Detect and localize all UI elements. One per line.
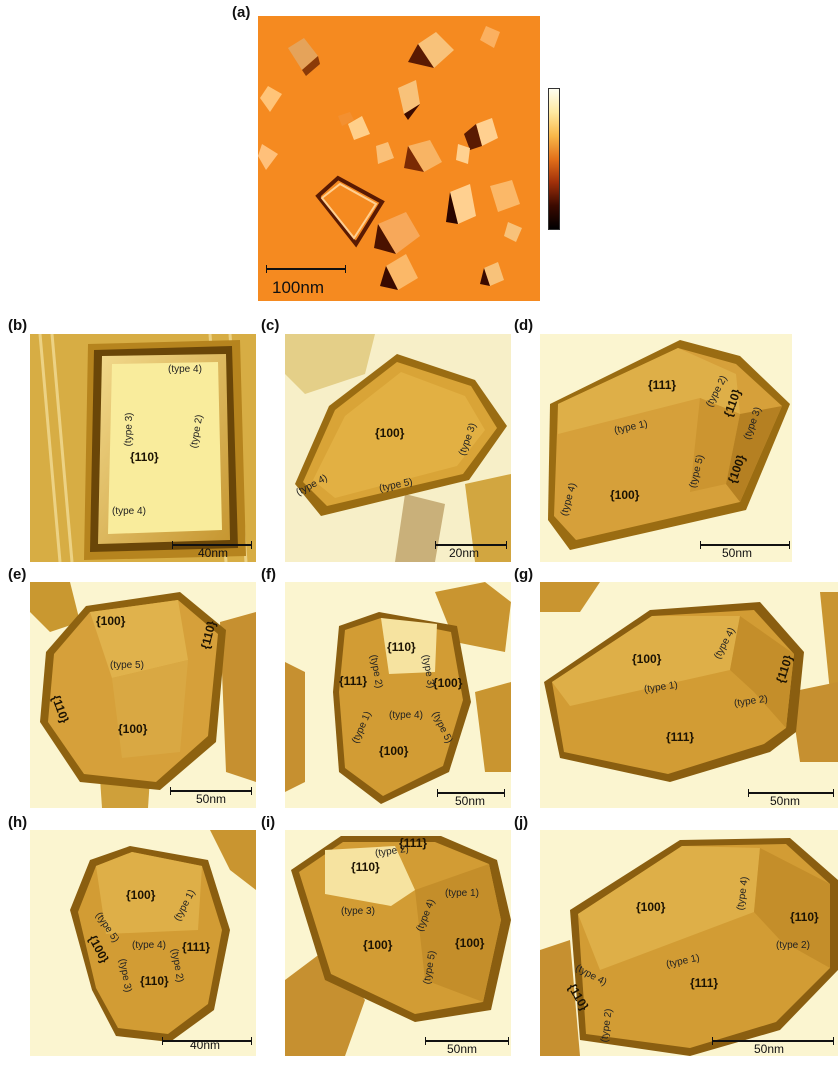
panel-h-letter: (h) bbox=[8, 814, 28, 831]
panel-i-label-type3: (type 3) bbox=[341, 906, 375, 917]
panel-e-facet-100-top: {100} bbox=[96, 614, 126, 628]
panel-h-scalebar bbox=[162, 1037, 252, 1045]
panel-h-facet-100-top: {100} bbox=[126, 888, 156, 902]
panel-f-facet-111: {111} bbox=[339, 674, 368, 688]
panel-a-scale-label: 100nm bbox=[272, 278, 324, 297]
panel-a-scalebar bbox=[266, 265, 346, 273]
panel-h-scale-label: 40nm bbox=[190, 1038, 221, 1052]
panel-b-letter: (b) bbox=[8, 317, 28, 334]
panel-i-crystal-render bbox=[285, 830, 511, 1056]
panel-h-facet-111: {111} bbox=[182, 940, 211, 954]
panel-d-image: {111} {110} {100} {100} (type 2) (type 3… bbox=[540, 334, 792, 562]
panel-c-facet-100: {100} bbox=[375, 426, 405, 440]
panel-d-facet-111: {111} bbox=[648, 378, 677, 392]
panel-f-image: {110} {111} {100} {100} (type 2) (type 3… bbox=[285, 582, 511, 808]
panel-b-crystal-render bbox=[30, 334, 256, 562]
panel-g-image: {100} {110} {111} (type 4) (type 1) (typ… bbox=[540, 582, 838, 808]
panel-h-label-type4: (type 4) bbox=[132, 940, 166, 951]
panel-d-scalebar bbox=[700, 541, 790, 549]
panel-i-scalebar bbox=[425, 1037, 509, 1045]
panel-e-letter: (e) bbox=[8, 566, 27, 583]
panel-b-facet-110: {110} bbox=[130, 450, 159, 464]
panel-j-label-type2-right: (type 2) bbox=[776, 940, 810, 951]
panel-f-facet-100-right: {100} bbox=[433, 676, 463, 690]
panel-b-label-type3: (type 3) bbox=[122, 412, 136, 447]
panel-i-letter: (i) bbox=[261, 814, 276, 831]
crystal-islands bbox=[258, 26, 522, 290]
panel-b-scalebar bbox=[172, 541, 252, 549]
panel-g-crystal-render bbox=[540, 582, 838, 808]
panel-b-label-type4-bottom: (type 4) bbox=[112, 506, 146, 517]
afm-overview-image bbox=[258, 16, 540, 301]
panel-f-label-type4: (type 4) bbox=[389, 710, 423, 721]
panel-c-scalebar bbox=[435, 541, 507, 549]
panel-j-facet-100: {100} bbox=[636, 900, 666, 914]
panel-i-image: {111} {110} {100} {100} (type 2) (type 1… bbox=[285, 830, 511, 1056]
panel-e-scalebar bbox=[170, 787, 252, 795]
panel-i-facet-111: {111} bbox=[399, 836, 428, 850]
panel-g-letter: (g) bbox=[514, 566, 534, 583]
panel-f-facet-100-bottom: {100} bbox=[379, 744, 409, 758]
panel-a-letter: (a) bbox=[232, 4, 251, 21]
panel-b-scale-label: 40nm bbox=[198, 546, 229, 560]
panel-g-scale-label: 50nm bbox=[770, 794, 801, 808]
panel-j-facet-111: {111} bbox=[690, 976, 719, 990]
panel-b-label-type4-top: (type 4) bbox=[168, 364, 202, 375]
panel-e-scale-label: 50nm bbox=[196, 792, 227, 806]
panel-b-image: (type 4) (type 3) (type 2) (type 4) {110… bbox=[30, 334, 256, 562]
panel-f-scalebar bbox=[437, 789, 505, 797]
panel-g-facet-100: {100} bbox=[632, 652, 662, 666]
panel-g-facet-111: {111} bbox=[666, 730, 695, 744]
panel-g-scalebar bbox=[748, 789, 834, 797]
panel-j-scalebar bbox=[712, 1037, 834, 1045]
panel-d-scale-label: 50nm bbox=[722, 546, 753, 560]
panel-j-scale-label: 50nm bbox=[754, 1042, 785, 1056]
panel-a-afm-image: 100nm bbox=[258, 16, 540, 301]
panel-c-crystal-render bbox=[285, 334, 511, 562]
panel-j-image: {100} {110} {111} {110} (type 4) (type 2… bbox=[540, 830, 838, 1056]
panel-i-facet-110: {110} bbox=[351, 860, 380, 874]
panel-j-crystal-render bbox=[540, 830, 838, 1056]
panel-j-facet-110-right: {110} bbox=[790, 910, 819, 924]
panel-d-crystal-render bbox=[540, 334, 792, 562]
panel-i-scale-label: 50nm bbox=[447, 1042, 478, 1056]
panel-i-label-type1: (type 1) bbox=[445, 888, 479, 899]
afm-height-colorbar bbox=[548, 88, 560, 230]
panel-f-letter: (f) bbox=[261, 566, 276, 583]
panel-f-scale-label: 50nm bbox=[455, 794, 486, 808]
panel-e-facet-100-bottom: {100} bbox=[118, 722, 148, 736]
panel-e-crystal-render bbox=[30, 582, 256, 808]
panel-c-scale-label: 20nm bbox=[449, 546, 480, 560]
panel-d-letter: (d) bbox=[514, 317, 534, 334]
panel-d-facet-100-center: {100} bbox=[610, 488, 640, 502]
panel-e-image: {100} {110} {110} {100} (type 5) 50nm bbox=[30, 582, 256, 808]
panel-i-facet-100-right: {100} bbox=[455, 936, 485, 950]
panel-h-image: {100} {100} {111} {110} (type 5) (type 1… bbox=[30, 830, 256, 1056]
panel-h-crystal-render bbox=[30, 830, 256, 1056]
panel-c-image: (type 3) (type 4) (type 5) {100} 20nm bbox=[285, 334, 511, 562]
panel-f-facet-110: {110} bbox=[387, 640, 416, 654]
panel-i-facet-100-left: {100} bbox=[363, 938, 393, 952]
panel-f-crystal-render bbox=[285, 582, 511, 808]
panel-e-label-type5: (type 5) bbox=[110, 660, 144, 671]
panel-c-letter: (c) bbox=[261, 317, 280, 334]
panel-j-letter: (j) bbox=[514, 814, 529, 831]
panel-h-facet-110: {110} bbox=[140, 974, 169, 988]
